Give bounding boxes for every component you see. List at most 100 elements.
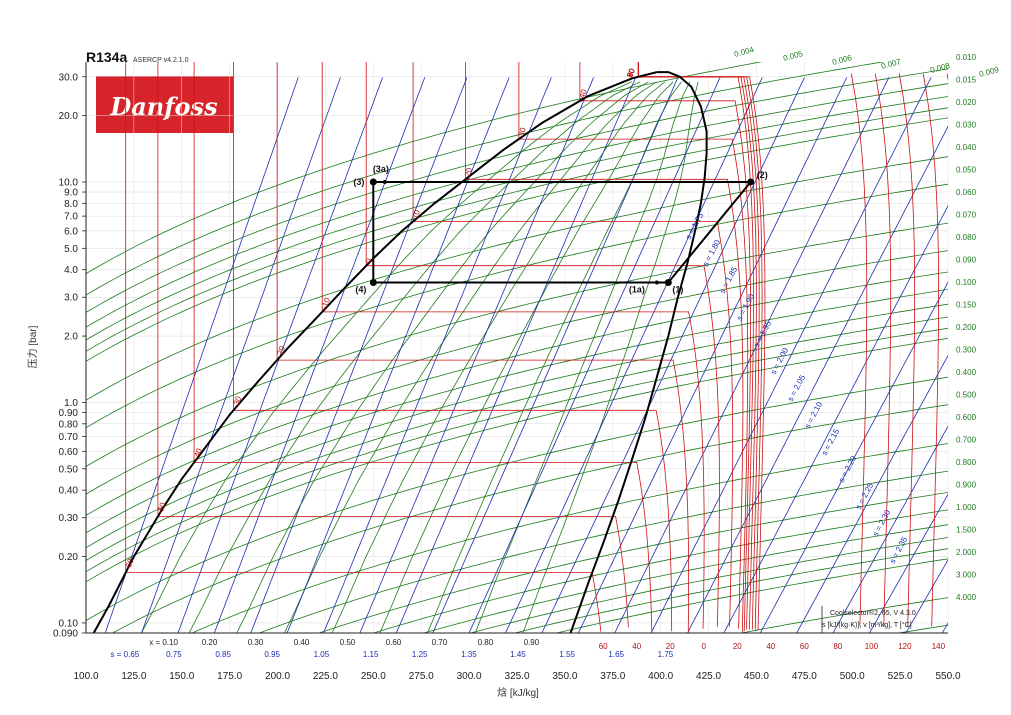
quality-line [474, 81, 691, 633]
chart-subtitle: ASERCP v4.2.1.0 [133, 57, 189, 64]
isotherm-bottom-label: 40 [766, 642, 775, 651]
isotherm-sat-label: 90 [625, 67, 637, 79]
entropy-superheat-label: s = 1.85 [718, 265, 740, 295]
isochore-right-label: 0.020 [956, 98, 977, 107]
isochore-right-label: 3.000 [956, 571, 977, 580]
isochore-top-label: 0.004 [733, 45, 755, 59]
x-tick-label: 500.0 [840, 671, 865, 682]
axes [85, 62, 948, 634]
entropy-label: 0.85 [215, 650, 231, 659]
isochore-right-label: 0.500 [956, 391, 977, 400]
isochore-line [111, 404, 948, 633]
quality-label: 0.80 [478, 638, 494, 647]
x-tick-label: 125.0 [121, 671, 146, 682]
isotherm-sat-label: 10 [411, 208, 423, 220]
x-tick-label: 400.0 [648, 671, 673, 682]
quality-line [284, 81, 657, 633]
isotherm-line [233, 62, 673, 632]
isotherm-line [637, 62, 766, 630]
x-tick-label: 225.0 [313, 671, 338, 682]
isotherm-sat-label: -60 [123, 557, 136, 571]
isochore-line [86, 288, 948, 534]
y-tick-label: 0.090 [53, 629, 78, 640]
y-tick-label: 0.80 [59, 419, 79, 430]
isentrope-line [213, 77, 426, 633]
isotherm-bottom-label: 80 [833, 642, 842, 651]
quality-line [188, 81, 641, 633]
isotherm-bottom-label: 20 [733, 642, 742, 651]
isochore-line [86, 156, 948, 401]
isentrope-line [832, 425, 948, 633]
isotherm-bottom-label: 120 [898, 642, 912, 651]
isotherm-line [922, 73, 939, 627]
isotherm-sat-label: 0 [364, 257, 374, 265]
x-tick-label: 450.0 [744, 671, 769, 682]
quality-line [236, 81, 649, 633]
entropy-label: 0.95 [264, 650, 280, 659]
isotherm-line [518, 62, 749, 633]
isentrope-line [541, 77, 805, 633]
isotherm-line [321, 62, 705, 629]
quality-label: 0.50 [340, 638, 356, 647]
x-axis-label: 焓 [kJ/kg] [497, 686, 539, 699]
isentrope-line [614, 77, 890, 633]
isochore-right-label: 0.700 [956, 436, 977, 445]
isentrope-line [141, 77, 341, 633]
entropy-superheat-label: s = 2.00 [769, 346, 791, 376]
quality-line [379, 81, 674, 633]
entropy-superheat-label: s = 2.35 [888, 535, 910, 565]
isotherm-bottom-label: 40 [632, 642, 641, 651]
isochore-right-label: 0.050 [956, 166, 977, 175]
isentrope-line [687, 125, 948, 633]
x-tick-label: 150.0 [169, 671, 194, 682]
isochore-right-label: 2.000 [956, 548, 977, 557]
isotherm-sat-label: 40 [577, 88, 589, 100]
isentrope-line [432, 77, 679, 633]
isotherm-line [157, 62, 629, 628]
isochore-right-label: 0.900 [956, 481, 977, 490]
grid-lines [85, 62, 949, 633]
isotherm-line [898, 73, 916, 627]
isotherm-sat-label: -20 [275, 344, 288, 358]
isochore-right-label: 0.060 [956, 188, 977, 197]
isentrope-line [505, 77, 763, 633]
isotherm-bottom-label: 60 [800, 642, 809, 651]
isochore-top-label: 0.006 [831, 53, 853, 67]
logo-text: Danfoss [109, 92, 218, 121]
chart-title: R134a [86, 49, 127, 65]
x-tick-label: 425.0 [696, 671, 721, 682]
cycle-point-label: (2) [757, 170, 768, 180]
entropy-label: 1.65 [608, 650, 624, 659]
isochore-line [258, 470, 948, 633]
entropy-label: 1.05 [314, 650, 330, 659]
cycle-point [369, 178, 377, 186]
y-tick-label: 20.0 [59, 111, 79, 122]
isochore-line [86, 303, 948, 549]
y-tick-label: 3.0 [64, 293, 78, 304]
isentrope-line [395, 77, 637, 633]
isochore-line [86, 327, 948, 573]
y-tick-label: 1.0 [64, 398, 78, 409]
isentrope-line [323, 77, 552, 633]
y-tick-label: 4.0 [64, 265, 78, 276]
isochore-right-label: 0.800 [956, 458, 977, 467]
cycle-point-label: (4) [355, 284, 366, 294]
isochore-line [86, 107, 948, 352]
quality-line [141, 81, 632, 633]
x-tick-label: 325.0 [504, 671, 529, 682]
saturated-liquid-curve [92, 71, 658, 633]
danfoss-logo: Danfoss [96, 76, 233, 133]
isotherm-line [276, 62, 689, 633]
isochore-right-label: 4.000 [956, 593, 977, 602]
isochore-line [317, 492, 948, 633]
cycle-point [664, 278, 672, 286]
y-tick-label: 0.30 [59, 513, 79, 524]
cycle-point [747, 178, 755, 186]
isotherm-line [193, 62, 653, 632]
isochore-right-label: 1.500 [956, 526, 977, 535]
quality-label: 0.60 [386, 638, 402, 647]
isentrope-line [723, 205, 948, 633]
y-axis-label: 压力 [bar] [26, 325, 39, 368]
entropy-label: 1.45 [510, 650, 526, 659]
isotherm-bottom-label: 20 [666, 642, 675, 651]
